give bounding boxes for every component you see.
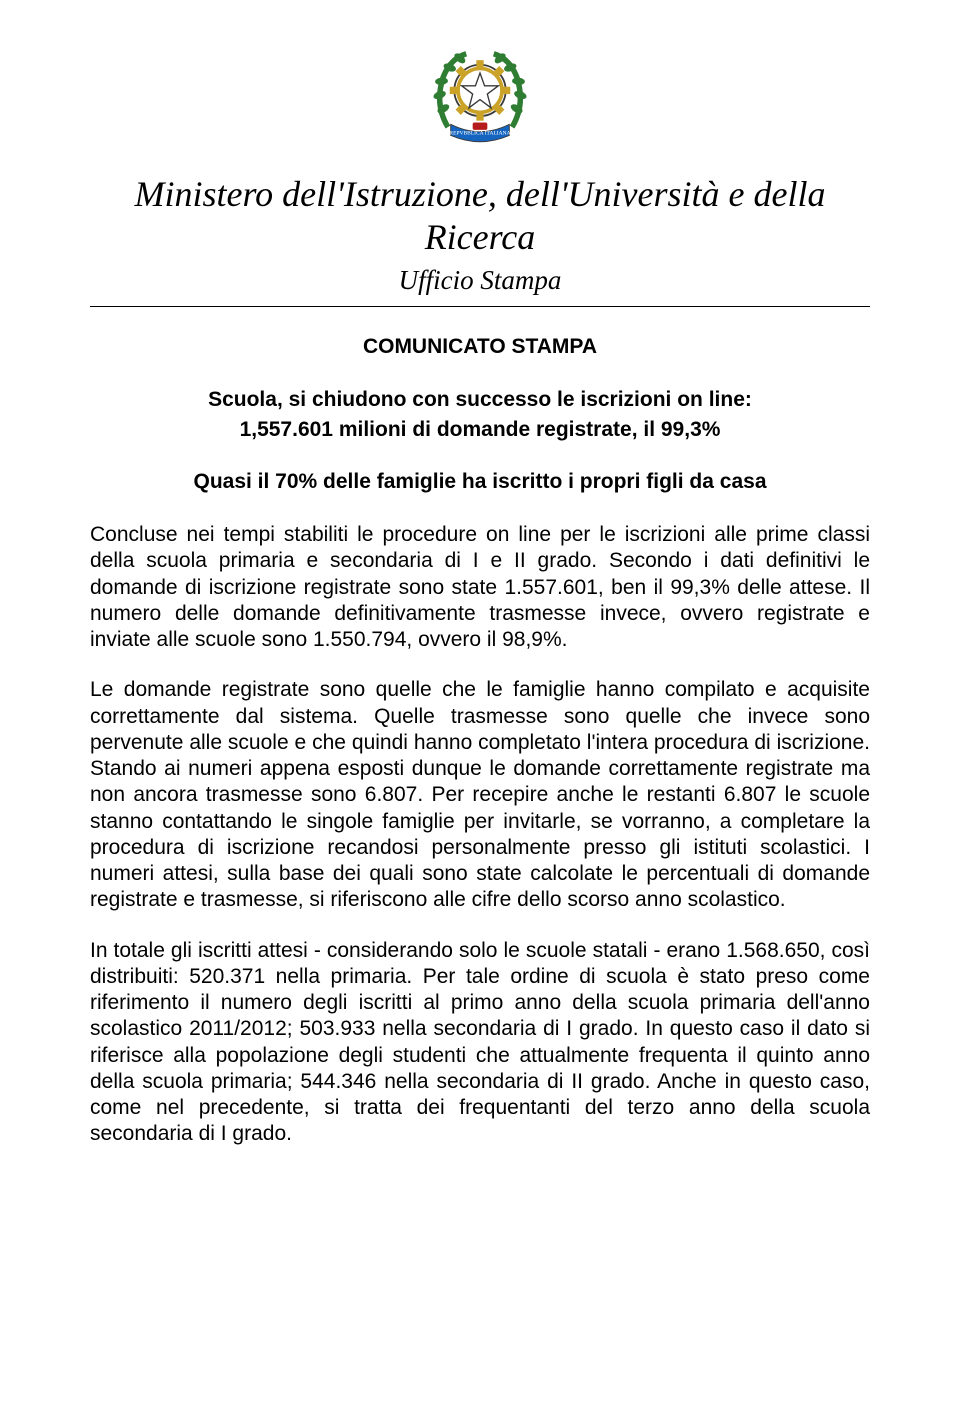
article-body: Concluse nei tempi stabiliti le procedur… (90, 522, 870, 1148)
paragraph-3: In totale gli iscritti attesi - consider… (90, 938, 870, 1148)
paragraph-2: Le domande registrate sono quelle che le… (90, 677, 870, 913)
italian-emblem: REPVBBLICA ITALIANA (90, 40, 870, 155)
svg-text:REPVBBLICA ITALIANA: REPVBBLICA ITALIANA (449, 130, 510, 136)
office-subtitle: Ufficio Stampa (90, 265, 870, 296)
emblem-icon: REPVBBLICA ITALIANA (425, 40, 535, 150)
headline: Scuola, si chiudono con successo le iscr… (90, 385, 870, 444)
headline-line-2: 1,557.601 milioni di domande registrate,… (240, 418, 721, 441)
paragraph-1: Concluse nei tempi stabiliti le procedur… (90, 522, 870, 653)
headline-line-1: Scuola, si chiudono con successo le iscr… (208, 388, 752, 411)
subheadline: Quasi il 70% delle famiglie ha iscritto … (90, 470, 870, 494)
header-divider (90, 306, 870, 307)
press-release-label: COMUNICATO STAMPA (90, 335, 870, 359)
ministry-title: Ministero dell'Istruzione, dell'Universi… (90, 173, 870, 259)
